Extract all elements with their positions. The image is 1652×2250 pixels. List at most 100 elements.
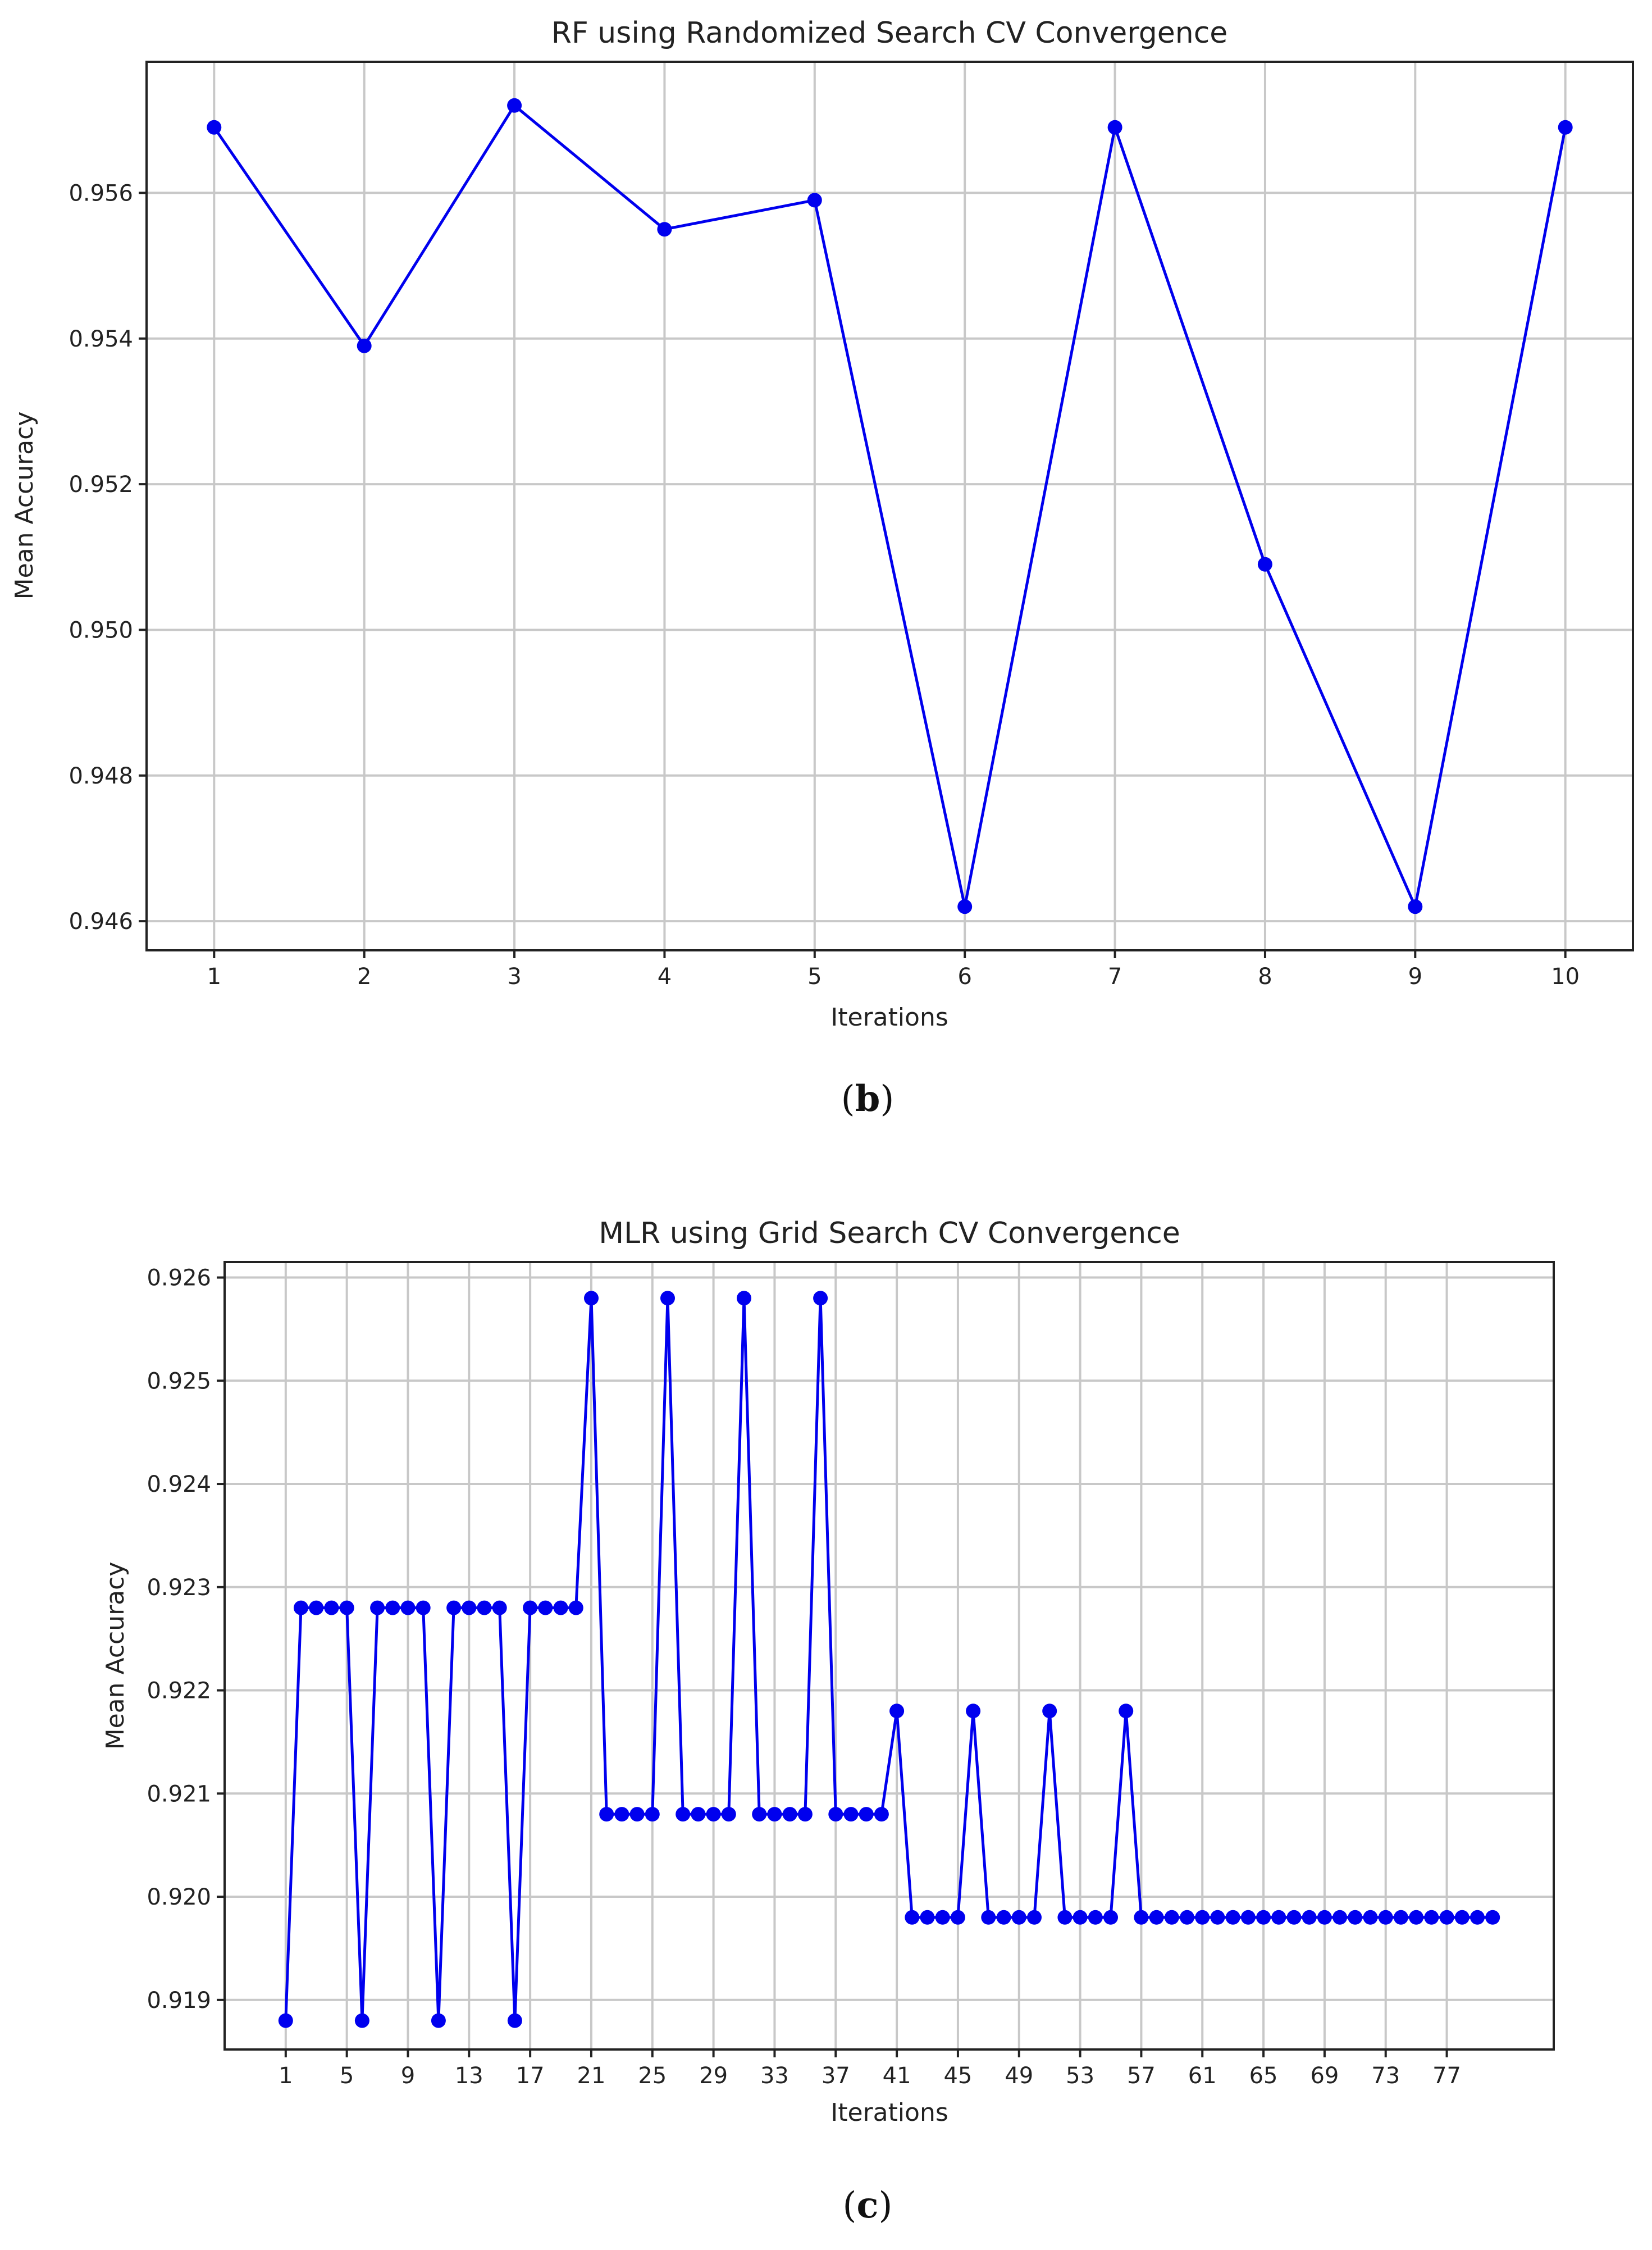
c-data-point [752,1807,767,1822]
c-data-point [1042,1704,1057,1719]
c-data-point [1134,1910,1149,1925]
c-x-tick-label: 45 [943,2063,972,2089]
c-y-tick-label: 0.924 [147,1472,211,1497]
c-data-point [385,1600,400,1615]
c-x-tick-label: 29 [699,2063,728,2089]
c-data-point [1454,1910,1470,1925]
b-x-tick-label: 1 [207,964,221,990]
c-x-tick-label: 1 [279,2063,293,2089]
c-data-point [676,1807,691,1822]
chart-c-caption-letter: c [857,2184,879,2226]
c-x-tick-label: 5 [340,2063,354,2089]
c-data-point [645,1807,660,1822]
c-data-point [920,1910,935,1925]
c-data-point [1195,1910,1210,1925]
chart-b-series-line [213,103,1567,912]
b-x-tick-label: 3 [507,964,521,990]
c-data-point [981,1910,996,1925]
c-data-point [843,1807,859,1822]
b-data-point [207,120,222,135]
c-data-point [1057,1910,1073,1925]
c-data-point [1409,1910,1424,1925]
b-y-tick-label: 0.952 [69,472,133,498]
c-data-point [1485,1910,1500,1925]
c-data-point [1149,1910,1164,1925]
c-data-point [416,1600,431,1615]
b-data-point [807,193,822,208]
chart-b: RF using Randomized Search CV Convergenc… [10,16,1634,1120]
c-x-tick-label: 73 [1371,2063,1400,2089]
c-data-point [1424,1910,1439,1925]
c-y-tick-label: 0.922 [147,1678,211,1704]
c-data-point [1180,1910,1194,1925]
c-data-point [492,1600,507,1615]
c-data-point [446,1600,462,1615]
c-data-point [721,1807,736,1822]
b-x-tick-label: 4 [658,964,672,990]
c-data-point [935,1910,950,1925]
c-data-point [1302,1910,1317,1925]
b-y-tick-label: 0.946 [69,909,133,935]
b-x-tick-label: 2 [357,964,371,990]
c-data-point [737,1291,751,1306]
c-x-tick-label: 9 [401,2063,415,2089]
b-x-tick-label: 10 [1551,964,1580,990]
c-x-tick-label: 57 [1127,2063,1156,2089]
c-x-tick-label: 53 [1066,2063,1094,2089]
c-data-point [1027,1910,1042,1925]
c-x-tick-label: 13 [455,2063,483,2089]
c-x-tick-label: 33 [760,2063,789,2089]
c-data-point [905,1910,920,1925]
c-y-tick-label: 0.925 [147,1368,211,1394]
c-data-point [462,1600,477,1615]
b-y-tick-label: 0.948 [69,763,133,789]
c-data-point [1393,1910,1408,1925]
c-data-point [859,1807,874,1822]
c-data-point [507,2013,522,2028]
c-data-point [1332,1910,1348,1925]
c-y-tick-label: 0.919 [147,1988,211,2014]
c-data-point [294,1600,308,1615]
b-y-tick-label: 0.950 [69,617,133,643]
c-x-tick-label: 65 [1249,2063,1278,2089]
c-data-point [354,2013,369,2028]
c-data-point [599,1807,614,1822]
c-x-tick-label: 69 [1310,2063,1339,2089]
c-data-point [1103,1910,1118,1925]
c-data-point [553,1600,568,1615]
chart-b-caption-letter: b [855,1078,880,1120]
b-x-tick-label: 7 [1108,964,1122,990]
c-data-point [797,1807,813,1822]
chart-c-y-axis-label: Mean Accuracy [101,1562,130,1750]
c-data-point [1210,1910,1225,1925]
c-data-point [889,1704,905,1719]
c-data-point [1378,1910,1393,1925]
b-data-point [657,222,672,237]
c-data-point [1256,1910,1271,1925]
c-data-point [1317,1910,1332,1925]
c-data-point [614,1807,629,1822]
c-x-tick-label: 25 [638,2063,667,2089]
c-x-tick-label: 17 [516,2063,545,2089]
b-data-point [1107,120,1122,135]
c-data-point [1348,1910,1363,1925]
b-x-tick-label: 8 [1258,964,1272,990]
c-data-point [1119,1704,1134,1719]
c-data-point [1271,1910,1286,1925]
b-y-tick-label: 0.956 [69,180,133,206]
c-data-point [538,1600,553,1615]
b-x-tick-label: 9 [1408,964,1422,990]
chart-b-caption: (b) [841,1078,895,1120]
c-data-point [523,1600,538,1615]
b-data-point [357,338,372,353]
c-data-point [828,1807,843,1822]
c-data-point [1164,1910,1179,1925]
b-data-point [1257,557,1272,572]
c-data-point [782,1807,797,1822]
c-data-point [1011,1910,1026,1925]
c-data-point [1225,1910,1240,1925]
c-x-tick-label: 77 [1432,2063,1461,2089]
c-data-point [1470,1910,1485,1925]
c-data-point [767,1807,782,1822]
chart-c: MLR using Grid Search CV Convergence 1 5 9… [101,1217,1555,2226]
